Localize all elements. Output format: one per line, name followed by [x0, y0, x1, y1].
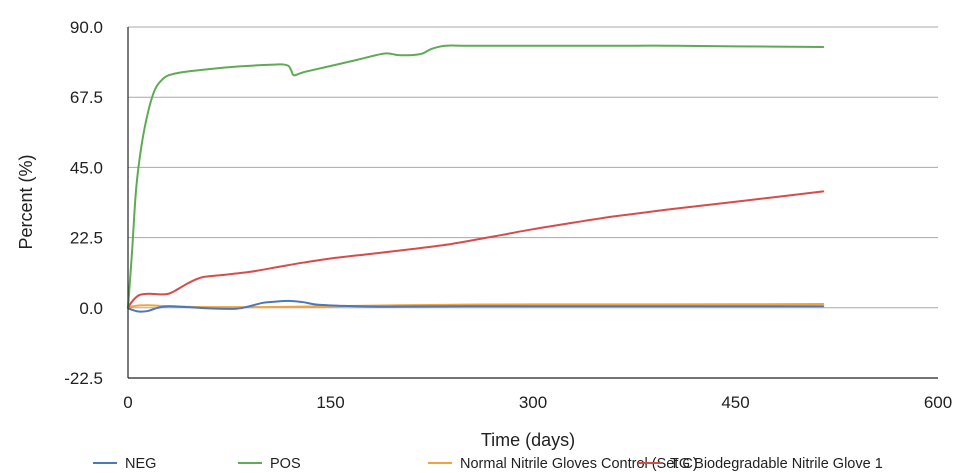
legend-label: POS	[270, 456, 301, 472]
x-axis-title: Time (days)	[481, 430, 575, 450]
x-axis-ticks: 0 150 300 450 600	[123, 393, 952, 412]
x-tick-label: 150	[316, 393, 344, 412]
series-line-neg	[127, 299, 825, 313]
x-tick-label: 300	[519, 393, 547, 412]
legend-item: NEG	[93, 456, 156, 472]
series-line-tg-biodegradable-nitrile-glove-1	[127, 190, 825, 309]
x-tick-label: 600	[924, 393, 952, 412]
gridlines	[128, 26, 938, 309]
y-tick-label: 90.0	[70, 18, 103, 37]
legend-label: NEG	[125, 456, 156, 472]
y-axis-title: Percent (%)	[16, 154, 36, 249]
y-tick-label: 67.5	[70, 88, 103, 107]
legend-item: Normal Nitrile Gloves Control (Set C)	[428, 456, 698, 472]
y-axis-ticks: -22.5 0.0 22.5 45.0 67.5 90.0	[64, 18, 103, 388]
series-line-pos	[127, 44, 825, 309]
legend-item: POS	[238, 456, 301, 472]
legend-item: TG Biodegradable Nitrile Glove 1	[638, 456, 883, 472]
plot-frame	[127, 27, 938, 379]
x-tick-label: 0	[123, 393, 132, 412]
y-tick-label: 0.0	[79, 299, 103, 318]
x-tick-label: 450	[721, 393, 749, 412]
series-lines	[127, 44, 825, 313]
legend-label: TG Biodegradable Nitrile Glove 1	[670, 456, 883, 472]
y-tick-label: 22.5	[70, 229, 103, 248]
y-tick-label: -22.5	[64, 369, 103, 388]
legend: NEG POS Normal Nitrile Gloves Control (Set…	[93, 456, 883, 472]
y-tick-label: 45.0	[70, 158, 103, 177]
legend-label: Normal Nitrile Gloves Control (Set C)	[460, 456, 698, 472]
